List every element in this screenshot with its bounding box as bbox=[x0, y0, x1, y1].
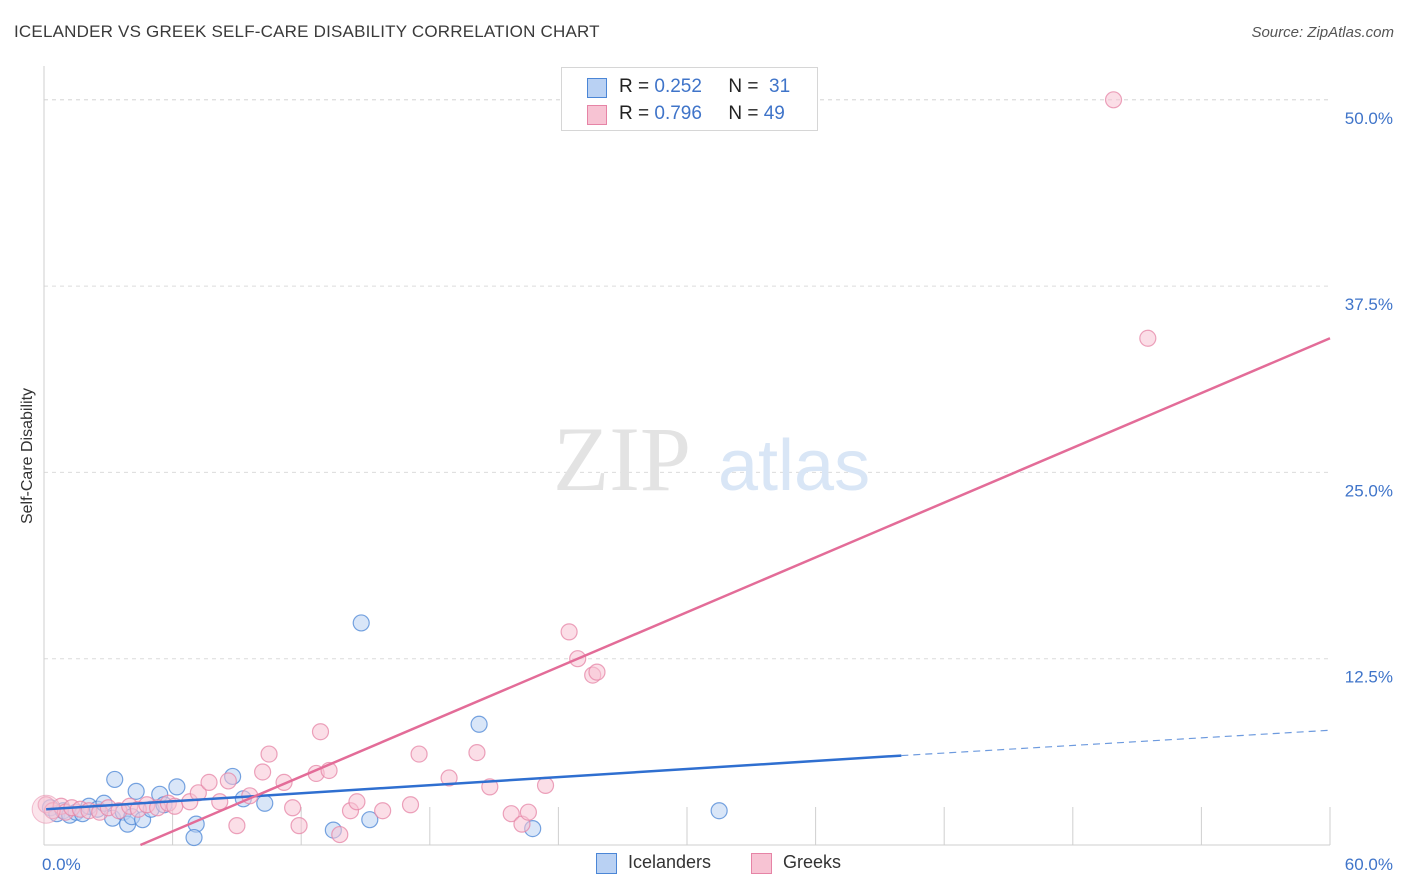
icelander-point bbox=[106, 770, 124, 789]
x-tick-label: 60.0% bbox=[1345, 855, 1393, 874]
greek-point bbox=[468, 743, 486, 762]
legend-label: Greeks bbox=[783, 852, 842, 872]
greek-point bbox=[410, 745, 428, 763]
greek-point bbox=[536, 776, 555, 794]
legend-n-value: 31 bbox=[769, 76, 791, 97]
legend-swatch-blue bbox=[596, 853, 617, 874]
source-label: Source: ZipAtlas.com bbox=[1251, 24, 1394, 41]
axes bbox=[43, 66, 1331, 846]
greek-point bbox=[440, 769, 458, 787]
greek-point bbox=[284, 799, 302, 817]
tick-labels: 12.5% 25.0% 37.5% 50.0% 0.0% 60.0% bbox=[42, 109, 1393, 874]
chart-title: ICELANDER VS GREEK SELF-CARE DISABILITY … bbox=[14, 22, 600, 41]
legend-n-label: N = bbox=[728, 76, 759, 97]
icelander-point bbox=[352, 614, 370, 632]
icelander-point bbox=[470, 715, 488, 733]
legend-r-value: 0.796 bbox=[654, 103, 702, 124]
icelander-trend-line bbox=[46, 754, 902, 811]
y-tick-label: 25.0% bbox=[1345, 481, 1393, 500]
icelander-point bbox=[127, 782, 145, 800]
y-tick-label: 50.0% bbox=[1345, 109, 1393, 128]
greek-point bbox=[1139, 329, 1157, 347]
icelander-trend-extension bbox=[901, 729, 1331, 757]
gridlines bbox=[44, 99, 1330, 660]
watermark-atlas: atlas bbox=[718, 426, 870, 506]
legend-r-label: R = bbox=[619, 76, 650, 97]
y-tick-label: 12.5% bbox=[1345, 668, 1393, 687]
greek-point bbox=[502, 805, 520, 823]
icelander-point bbox=[256, 794, 274, 812]
greek-point bbox=[1104, 91, 1123, 109]
greek-point bbox=[374, 802, 392, 820]
legend-n-label: N = bbox=[728, 103, 759, 124]
watermark: ZIP atlas bbox=[553, 408, 870, 510]
series bbox=[31, 91, 1157, 847]
greek-point bbox=[519, 803, 537, 821]
icelander-point bbox=[361, 811, 379, 829]
trend-lines bbox=[46, 337, 1331, 847]
icelander-point bbox=[185, 828, 203, 847]
icelander-point bbox=[168, 778, 186, 796]
greek-point bbox=[331, 825, 349, 844]
greek-point bbox=[588, 663, 606, 681]
greek-point bbox=[260, 745, 278, 763]
greek-point bbox=[211, 793, 229, 811]
greek-point bbox=[254, 763, 272, 781]
greek-point bbox=[348, 793, 366, 811]
greek-point bbox=[290, 817, 308, 835]
watermark-zip: ZIP bbox=[553, 408, 691, 510]
x-tick-label: 0.0% bbox=[42, 855, 81, 874]
stats-legend: R = 0.252 N = 31 R = 0.796 N = 49 bbox=[561, 67, 818, 131]
icelander-point bbox=[710, 802, 728, 820]
greek-point bbox=[228, 817, 246, 835]
greek-point bbox=[200, 773, 218, 792]
greek-point bbox=[560, 623, 578, 641]
legend-swatch-pink bbox=[751, 853, 772, 874]
legend-r-label: R = bbox=[619, 103, 650, 124]
legend-n-value: 49 bbox=[763, 103, 785, 124]
greek-point bbox=[311, 723, 330, 741]
y-tick-label: 37.5% bbox=[1345, 295, 1393, 314]
legend-swatch-pink bbox=[587, 105, 607, 125]
greek-point bbox=[219, 772, 237, 790]
y-axis-label: Self-Care Disability bbox=[19, 387, 36, 525]
legend-r-value: 0.252 bbox=[654, 76, 702, 97]
legend-swatch-blue bbox=[587, 78, 607, 98]
greek-trend-line bbox=[139, 337, 1331, 847]
greek-point bbox=[401, 796, 420, 814]
legend-label: Icelanders bbox=[628, 852, 712, 872]
